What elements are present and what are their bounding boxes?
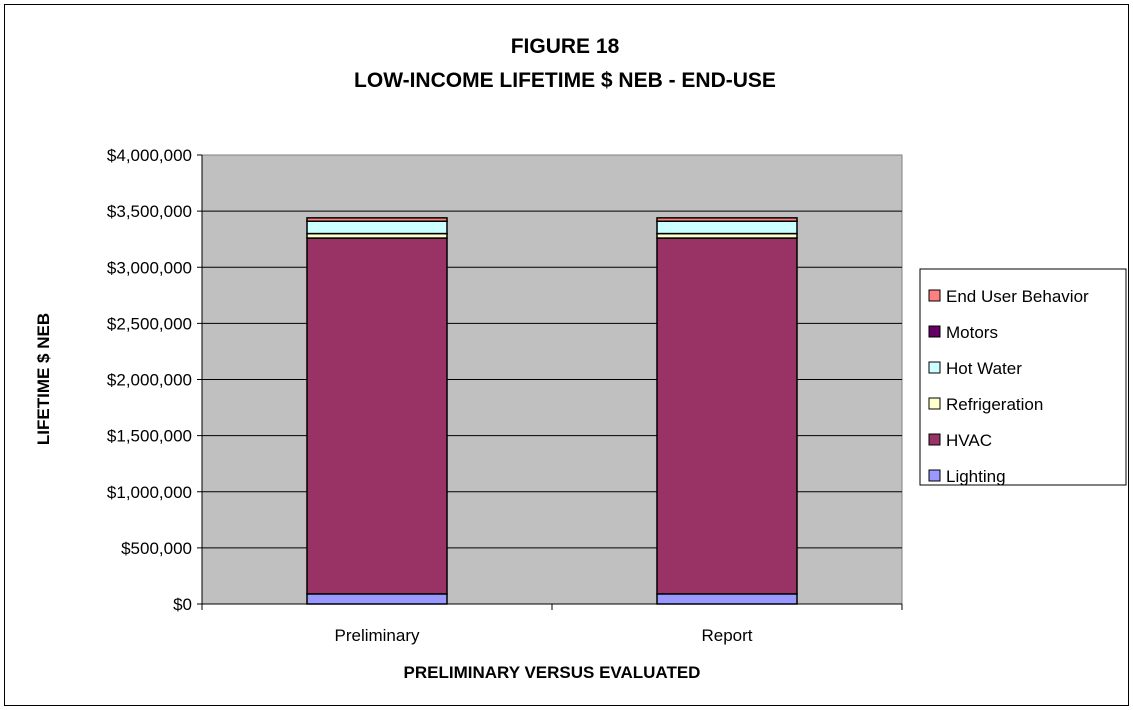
chart-subtitle: LOW-INCOME LIFETIME $ NEB - END-USE — [354, 69, 776, 92]
bar-segment — [306, 593, 448, 605]
y-tick-label: $4,000,000 — [107, 146, 192, 165]
legend-swatch — [928, 289, 941, 302]
y-tick-label: $2,500,000 — [107, 314, 192, 333]
bar-segment — [306, 220, 448, 235]
legend-label: Hot Water — [946, 359, 1022, 378]
chart-title: FIGURE 18 — [511, 35, 620, 58]
bars — [306, 217, 798, 605]
y-tick-label: $3,000,000 — [107, 258, 192, 277]
x-tick-label: Report — [701, 626, 752, 645]
y-axis: $0 $500,000 $1,000,000 $1,500,000 $2,000,000… — [107, 146, 203, 614]
x-axis: Preliminary Report — [201, 603, 903, 645]
legend-label: Motors — [946, 323, 998, 342]
y-tick-label: $1,000,000 — [107, 483, 192, 502]
legend-label: HVAC — [946, 431, 992, 450]
legend-swatch — [928, 361, 941, 374]
bar-segment — [656, 217, 798, 222]
chart-frame: FIGURE 18 LOW-INCOME LIFETIME $ NEB - EN… — [4, 4, 1129, 706]
y-tick-label: $1,500,000 — [107, 427, 192, 446]
legend-swatch — [928, 469, 941, 482]
legend-label: End User Behavior — [946, 287, 1089, 306]
bar-segment — [656, 593, 798, 605]
y-tick-label: $2,000,000 — [107, 371, 192, 390]
legend-label: Refrigeration — [946, 395, 1043, 414]
legend: End User Behavior Motors Hot Water Refriger… — [919, 268, 1127, 486]
bar-segment — [306, 217, 448, 222]
x-axis-title: PRELIMINARY VERSUS EVALUATED — [404, 663, 701, 682]
x-tick-label: Preliminary — [334, 626, 420, 645]
bar-segment — [656, 220, 798, 235]
legend-box — [919, 268, 1127, 486]
y-tick-label: $500,000 — [121, 539, 192, 558]
legend-swatch — [928, 433, 941, 446]
stacked-bar-chart: FIGURE 18 LOW-INCOME LIFETIME $ NEB - EN… — [34, 35, 1127, 682]
legend-swatch — [928, 325, 941, 338]
bar-segment — [656, 237, 798, 595]
bar-segment — [306, 237, 448, 595]
y-tick-label: $3,500,000 — [107, 202, 192, 221]
legend-swatch — [928, 397, 941, 410]
y-tick-label: $0 — [173, 595, 192, 614]
y-axis-title: LIFETIME $ NEB — [34, 313, 53, 445]
legend-label: Lighting — [946, 467, 1006, 486]
